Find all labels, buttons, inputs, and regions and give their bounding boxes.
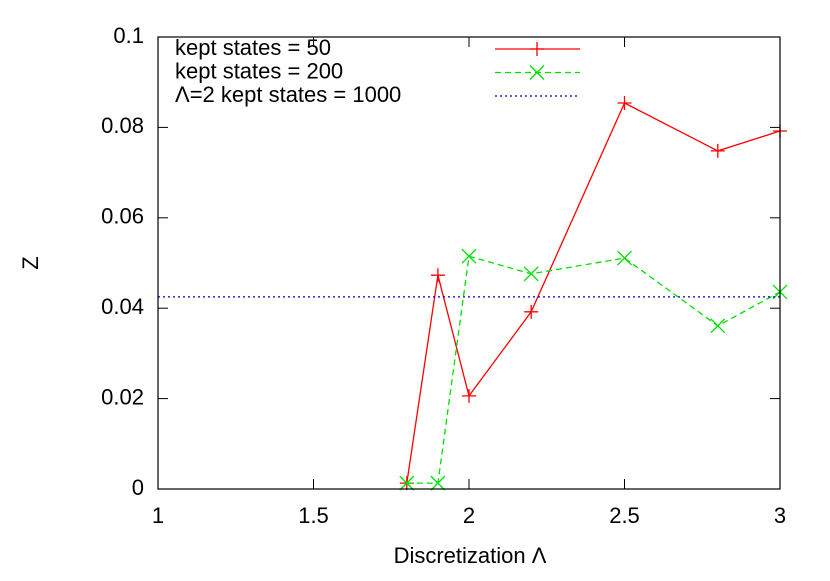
point xyxy=(462,388,476,403)
y-tick-label: 0.02 xyxy=(101,384,144,409)
y-tick-label: 0.08 xyxy=(101,113,144,138)
x-tick-label: 1.5 xyxy=(298,503,329,528)
y-tick-label: 0 xyxy=(132,475,144,500)
legend-label: kept states = 200 xyxy=(175,58,343,83)
legend-label: kept states = 50 xyxy=(175,35,331,60)
y-axis-label: Z xyxy=(18,256,43,269)
y-tick-label: 0.04 xyxy=(101,294,144,319)
x-tick-label: 2.5 xyxy=(609,503,640,528)
y-tick-label: 0.1 xyxy=(113,23,144,48)
point xyxy=(710,143,725,158)
point xyxy=(461,248,477,264)
legend-marker xyxy=(530,42,544,56)
x-tick-label: 1 xyxy=(152,503,164,528)
point xyxy=(617,95,632,110)
x-axis-label: Discretization Λ xyxy=(394,543,547,568)
point xyxy=(617,250,632,266)
legend-label: Λ=2 kept states = 1000 xyxy=(175,82,401,107)
point xyxy=(523,266,539,282)
x-tick-label: 3 xyxy=(774,503,786,528)
point xyxy=(524,304,539,319)
x-tick-label: 2 xyxy=(463,503,475,528)
y-tick-label: 0.06 xyxy=(101,204,144,229)
legend-marker xyxy=(529,65,545,80)
point xyxy=(399,475,415,491)
point xyxy=(430,268,445,283)
point xyxy=(430,475,446,491)
plot-frame xyxy=(157,36,781,490)
point xyxy=(710,318,726,334)
